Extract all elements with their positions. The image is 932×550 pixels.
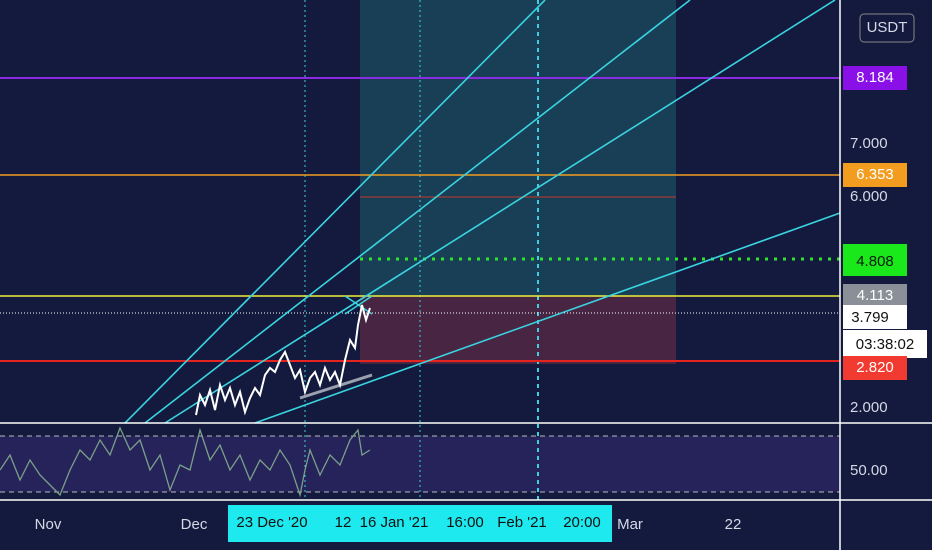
price-axis-label: 7.000 — [850, 135, 888, 152]
price-tag — [843, 356, 907, 380]
rsi-line — [0, 426, 371, 498]
stop-zone — [360, 296, 676, 364]
price-tag-label: 2.820 — [856, 359, 894, 376]
rsi-axis-label: 50.00 — [850, 462, 888, 479]
fan-lines — [124, 0, 841, 424]
trend-line — [299, 373, 373, 400]
price-axis-label: 2.000 — [850, 399, 888, 416]
countdown-tag — [843, 330, 927, 358]
rsi-band — [0, 436, 840, 492]
countdown-label: 03:38:02 — [856, 336, 914, 353]
price-tag-label: 3.799 — [851, 309, 889, 326]
price-tag — [843, 66, 907, 90]
price-tag-label: 6.353 — [856, 166, 894, 183]
time-label: 12 — [335, 514, 352, 531]
price-tag — [843, 244, 907, 276]
time-label: Feb '21 — [497, 514, 547, 531]
price-tag — [843, 305, 907, 329]
time-label: Nov — [35, 516, 62, 533]
currency-label[interactable]: USDT — [867, 19, 908, 36]
price-tag-label: 8.184 — [856, 69, 894, 86]
price-tag-label: 4.113 — [857, 287, 893, 304]
time-label: 16 Jan '21 — [360, 514, 429, 531]
time-label: Mar — [617, 516, 643, 533]
target-zone — [360, 0, 676, 296]
time-label: 16:00 — [446, 514, 484, 531]
price-tag — [843, 284, 907, 308]
time-label: 22 — [725, 516, 742, 533]
time-label: Dec — [181, 516, 208, 533]
price-tag-label: 4.808 — [856, 253, 894, 270]
time-label: 23 Dec '20 — [236, 514, 307, 531]
price-line — [195, 304, 371, 416]
cross-mark — [344, 295, 373, 315]
time-label: 20:00 — [563, 514, 601, 531]
price-axis-label: 6.000 — [850, 188, 888, 205]
currency-button[interactable] — [859, 13, 915, 43]
price-tag — [843, 163, 907, 187]
time-axis: Nov Dec 23 Dec '20 12 16 Jan '21 16:00 F… — [35, 514, 742, 533]
time-range-highlight — [228, 505, 612, 542]
